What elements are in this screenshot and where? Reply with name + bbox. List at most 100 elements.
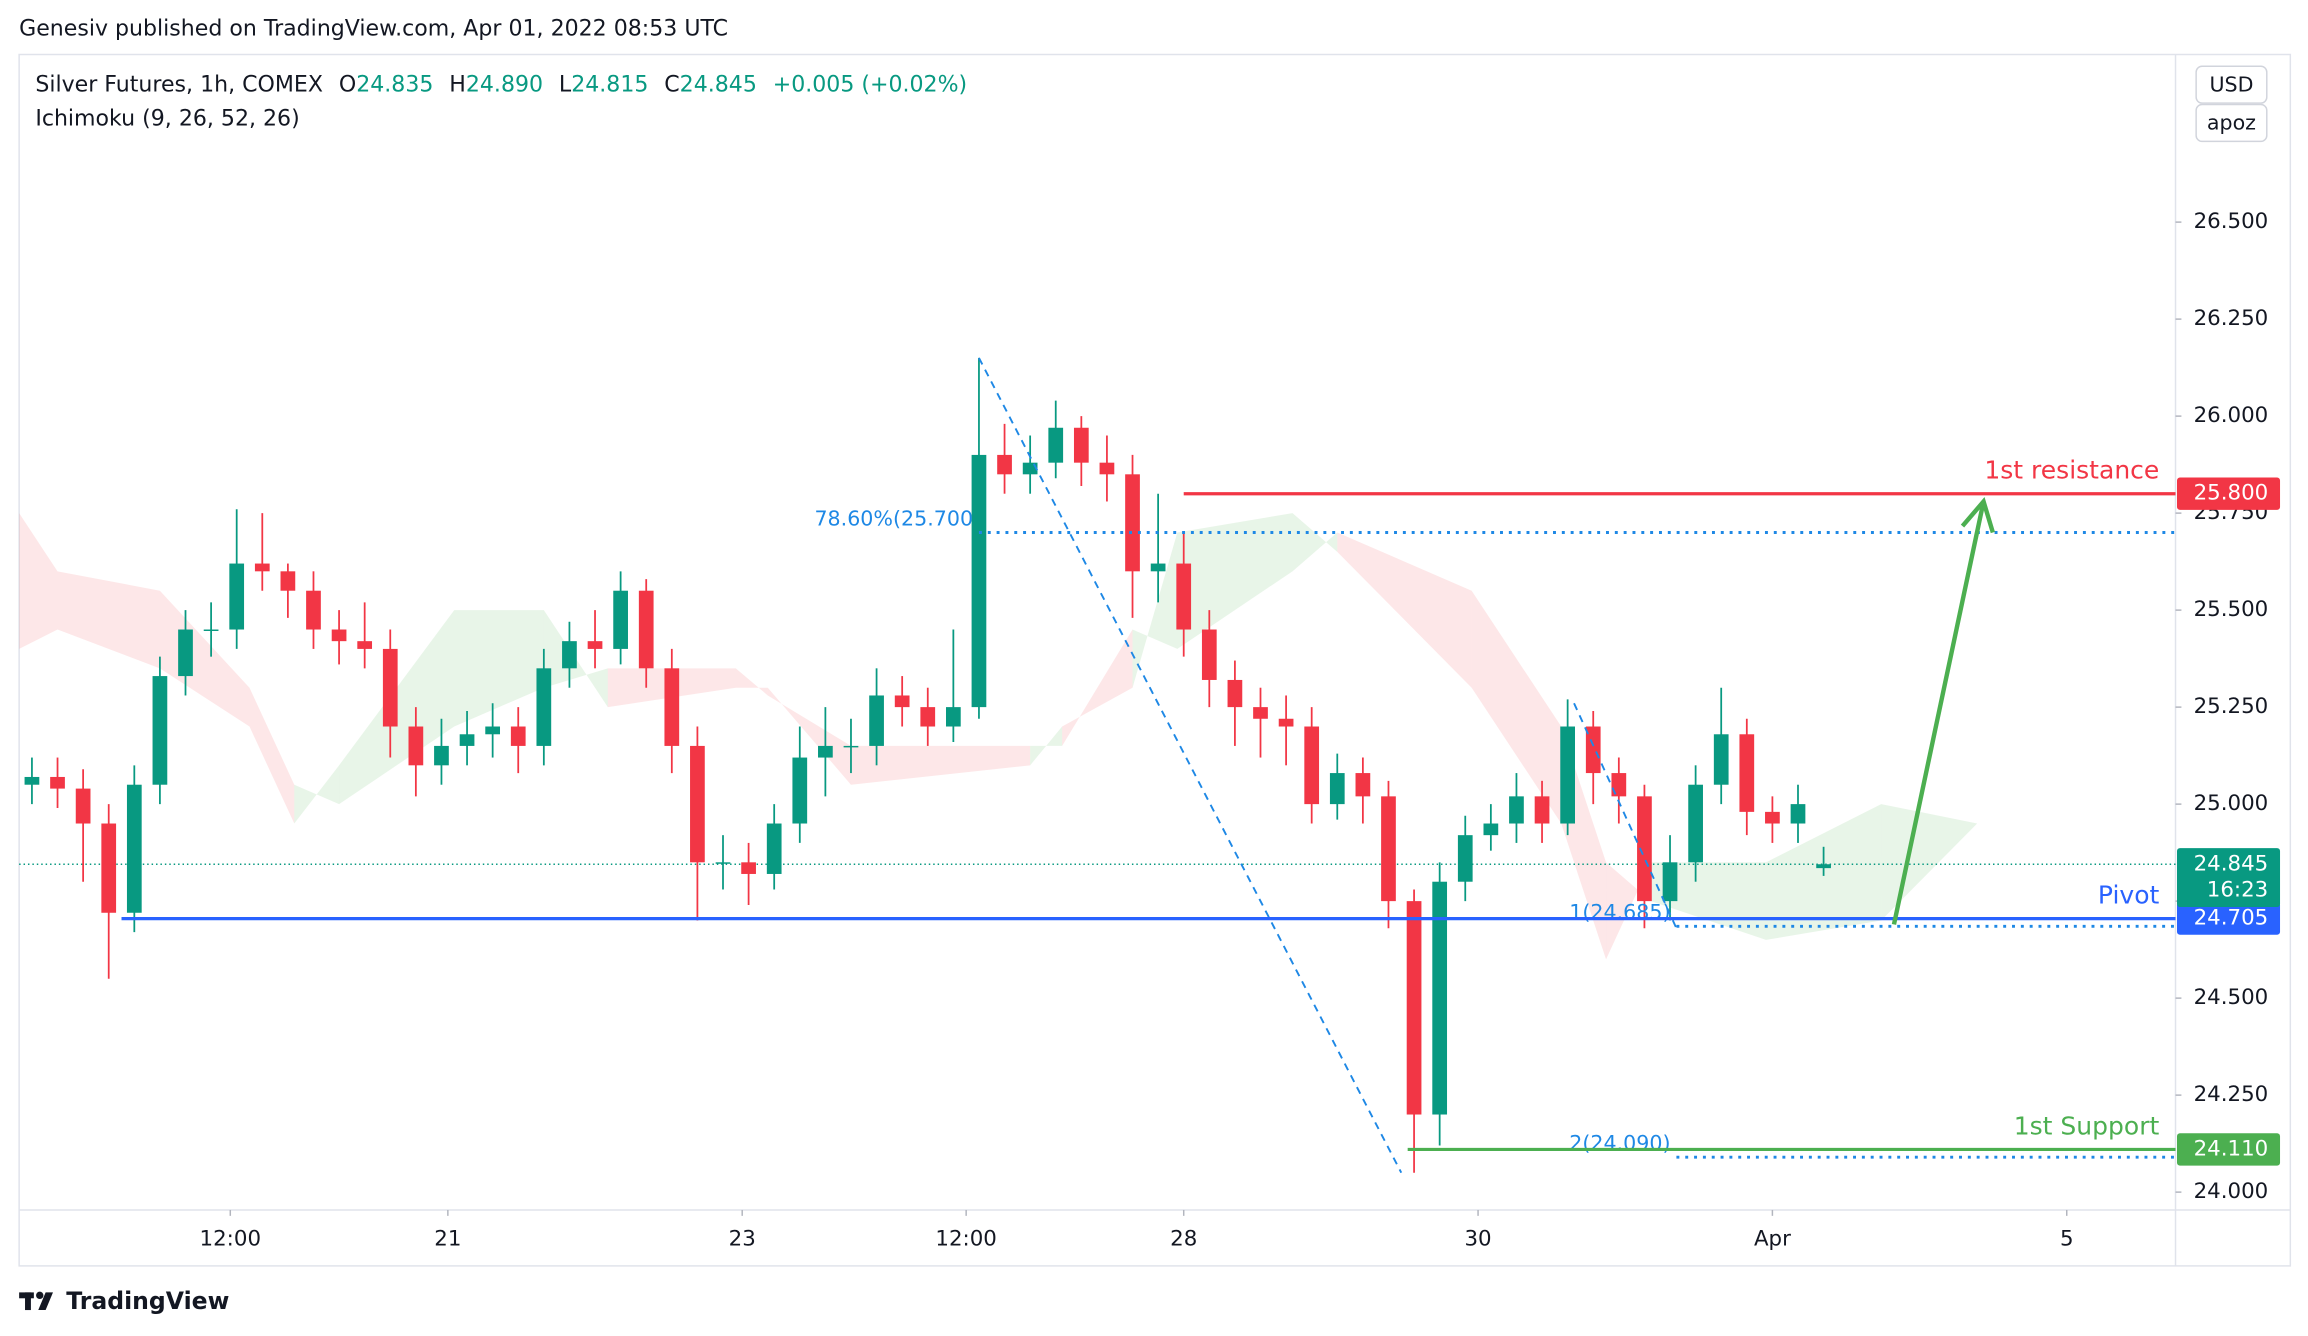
candle-body <box>280 571 296 591</box>
currency-button-label[interactable]: USD <box>2209 72 2253 96</box>
candle-body <box>434 745 449 766</box>
ichimoku-cloud <box>1177 513 1293 649</box>
ohlc-value: 24.835 <box>356 72 433 97</box>
candle-body <box>1022 462 1038 475</box>
candle-body <box>510 726 526 746</box>
candle-body <box>792 757 808 824</box>
x-tick-label: 12:00 <box>200 1226 261 1251</box>
unit-button-label[interactable]: apoz <box>2207 111 2256 135</box>
projection-arrow <box>1891 501 1986 925</box>
candle-body <box>1713 734 1729 785</box>
logo-part <box>38 1292 53 1311</box>
candle-body <box>1048 427 1064 463</box>
trend-line <box>978 357 1403 1174</box>
candle-body <box>1457 835 1473 882</box>
candle-body <box>1099 462 1115 475</box>
level-label: 1st resistance <box>1984 456 2159 485</box>
candle-body <box>1688 784 1703 863</box>
fib-label: 1(24.685) <box>1569 900 1670 924</box>
candle-body <box>1432 881 1448 1115</box>
currency-button[interactable] <box>2195 65 2268 104</box>
candle-body <box>75 788 91 824</box>
candle-body <box>1125 474 1140 572</box>
candle-body <box>1534 796 1550 824</box>
candle-body <box>1073 427 1089 463</box>
candle-body <box>485 726 501 735</box>
ohlc-letter: C <box>664 72 679 97</box>
y-tick-label: 26.000 <box>2194 403 2269 428</box>
ohlc-value: 24.815 <box>571 72 648 97</box>
candle-body <box>1329 773 1345 805</box>
overlay: 78.60%(25.700 1(24.685) 2(24.090) 1st resis… <box>121 357 2176 1174</box>
y-tick-label: 24.250 <box>2194 1082 2269 1107</box>
candle-body <box>126 784 142 913</box>
candle-body <box>1227 679 1243 708</box>
candle-body <box>357 641 373 649</box>
candle-body <box>843 745 859 748</box>
candle-body <box>1560 726 1576 824</box>
x-tick-label: 21 <box>434 1226 461 1251</box>
y-tick-label: 24.000 <box>2194 1179 2269 1204</box>
candle-body <box>536 668 552 746</box>
logo-part <box>36 1291 44 1300</box>
unit-button[interactable] <box>2195 103 2268 143</box>
ichimoku-cloud <box>1030 726 1063 766</box>
candle-body <box>1381 796 1396 902</box>
candle-body <box>50 776 65 789</box>
candle-body <box>306 590 321 630</box>
ichimoku-cloud <box>1881 804 1978 921</box>
fib-label: 2(24.090) <box>1569 1131 1670 1155</box>
candle-body <box>459 734 475 746</box>
candle-body <box>638 590 654 669</box>
level-label: Pivot <box>2098 880 2160 909</box>
y-tick-label: 25.500 <box>2194 597 2269 622</box>
ohlc-letter: L <box>559 72 572 97</box>
ichimoku-cloud <box>850 745 1031 785</box>
candle-body <box>971 454 987 708</box>
brand-name: TradingView <box>66 1287 229 1315</box>
ichimoku-cloud <box>1471 590 1562 824</box>
x-tick-label: 28 <box>1170 1226 1197 1251</box>
candle-body <box>1637 796 1652 902</box>
price-tag <box>2176 1133 2281 1166</box>
publisher-header: Genesiv published on TradingView.com, Ap… <box>19 16 728 41</box>
ichimoku-cloud <box>1292 513 1338 572</box>
candle-body <box>1483 823 1499 836</box>
last-price-tag <box>2176 848 2281 907</box>
price-tag-label: 24.705 <box>2194 906 2269 931</box>
candle-body <box>203 629 219 631</box>
y-tick-label: 26.500 <box>2194 209 2269 234</box>
candle-body <box>1739 734 1755 812</box>
candle-body <box>587 641 603 649</box>
plot-area <box>19 357 2176 1173</box>
ichimoku-cloud <box>159 590 250 727</box>
ichimoku-cloud <box>57 571 160 669</box>
candle-body <box>818 745 833 758</box>
y-tick-label: 26.250 <box>2194 306 2269 331</box>
y-tick-label: 24.500 <box>2194 985 2269 1010</box>
candle-body <box>408 726 424 766</box>
candle-body <box>1611 773 1627 797</box>
candle-body <box>152 676 168 785</box>
ichimoku-cloud <box>1650 862 1767 940</box>
price-tag-label: 25.800 <box>2194 481 2269 506</box>
candle-body <box>945 707 961 727</box>
level-label: 1st Support <box>2014 1111 2160 1140</box>
candle-body <box>1253 707 1268 719</box>
fib-label: 78.60%(25.700 <box>814 506 973 530</box>
candle-body <box>1406 901 1422 1115</box>
candle-body <box>562 641 577 669</box>
candle-body <box>1201 629 1217 680</box>
candle-body <box>1585 726 1601 774</box>
candle-body <box>894 695 910 708</box>
price-tag-label: 24.110 <box>2194 1136 2269 1161</box>
candle-body <box>1790 804 1806 824</box>
candle-body <box>1509 796 1524 824</box>
candle-body <box>766 823 782 874</box>
logo-part <box>25 1292 31 1311</box>
candle-body <box>331 629 347 642</box>
countdown-label: 16:23 <box>2207 878 2268 903</box>
